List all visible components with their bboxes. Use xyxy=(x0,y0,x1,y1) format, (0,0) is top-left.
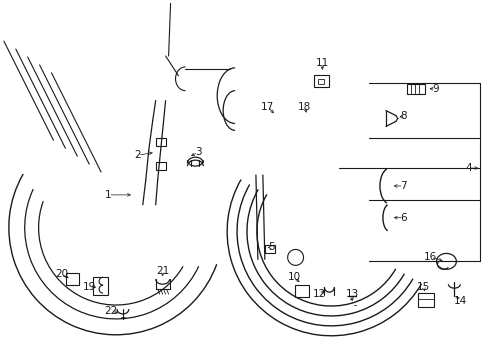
Bar xyxy=(155,138,165,146)
Text: 16: 16 xyxy=(423,252,436,262)
Text: 20: 20 xyxy=(55,269,68,279)
Text: 7: 7 xyxy=(400,181,406,191)
Text: 4: 4 xyxy=(464,163,470,173)
Text: 3: 3 xyxy=(195,147,201,157)
Text: 19: 19 xyxy=(82,282,96,292)
Bar xyxy=(406,84,424,94)
Text: 6: 6 xyxy=(400,213,406,223)
Bar xyxy=(318,79,324,84)
Text: 8: 8 xyxy=(400,111,406,121)
Text: 18: 18 xyxy=(297,102,310,112)
Text: 2: 2 xyxy=(134,150,141,160)
Bar xyxy=(264,246,274,253)
Text: 12: 12 xyxy=(312,289,325,299)
Text: 22: 22 xyxy=(104,306,118,316)
Text: 9: 9 xyxy=(431,84,438,94)
Text: 1: 1 xyxy=(104,190,111,200)
Bar xyxy=(294,285,308,297)
Text: 15: 15 xyxy=(416,282,429,292)
Text: 13: 13 xyxy=(345,289,358,299)
Bar xyxy=(155,162,165,170)
Bar xyxy=(93,277,108,295)
Text: 21: 21 xyxy=(156,266,169,276)
Text: 17: 17 xyxy=(261,102,274,112)
Text: 11: 11 xyxy=(315,58,328,68)
Bar xyxy=(66,273,79,285)
Bar xyxy=(314,75,328,87)
Text: 5: 5 xyxy=(268,243,275,252)
Text: 14: 14 xyxy=(453,296,466,306)
Text: 10: 10 xyxy=(287,272,301,282)
Bar xyxy=(417,293,433,307)
